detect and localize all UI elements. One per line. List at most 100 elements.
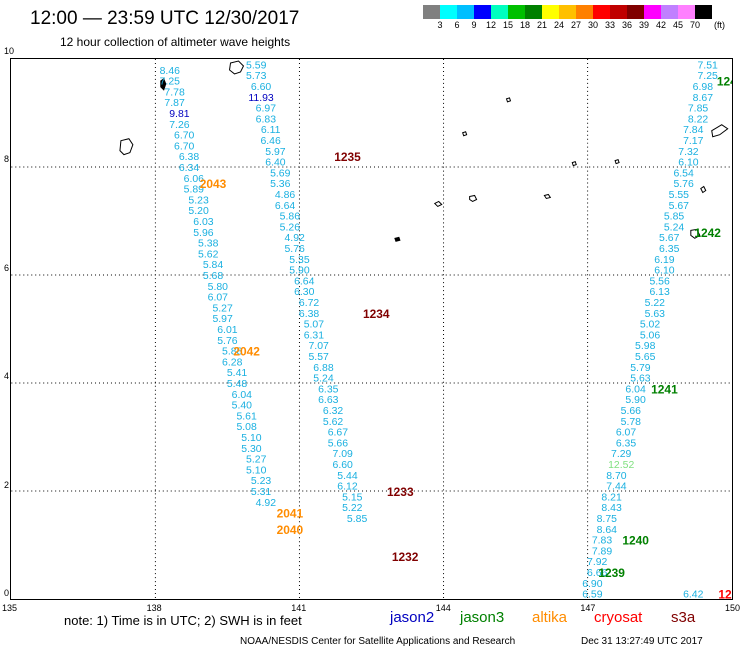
swh-value: 5.22 — [645, 298, 666, 309]
swh-value: 5.90 — [289, 266, 310, 277]
swh-value: 6.03 — [193, 217, 214, 228]
swh-value: 7.89 — [592, 546, 613, 557]
swh-value: 5.63 — [645, 309, 666, 320]
swh-value: 7.07 — [308, 341, 329, 352]
map-islands — [119, 60, 729, 242]
x-tick-label: 138 — [146, 603, 162, 613]
swh-value: 5.55 — [669, 190, 690, 201]
swh-value: 5.35 — [289, 255, 310, 266]
swh-value: 5.97 — [212, 314, 233, 325]
island — [690, 228, 701, 239]
swh-value: 6.10 — [678, 158, 699, 169]
swh-value: 5.06 — [640, 330, 661, 341]
color-swatch — [542, 5, 559, 19]
swh-value: 5.96 — [193, 228, 214, 239]
swh-value: 6.64 — [294, 276, 315, 287]
swh-value: 5.27 — [246, 455, 267, 466]
island — [469, 194, 478, 203]
color-swatch — [491, 5, 508, 19]
pass-label: 1235 — [334, 150, 361, 164]
color-scale-label: 24 — [553, 20, 565, 30]
color-scale-label: 33 — [604, 20, 616, 30]
swh-value: 6.01 — [217, 325, 238, 336]
y-tick-label: 6 — [4, 262, 10, 273]
swh-values: 8.467.257.787.879.817.266.706.706.386.34… — [160, 60, 718, 600]
color-swatch — [593, 5, 610, 19]
swh-value: 5.76 — [284, 244, 305, 255]
swh-value: 6.38 — [299, 309, 320, 320]
swh-value: 7.78 — [164, 87, 185, 98]
swh-value: 5.85 — [664, 212, 685, 223]
pass-label: 2042 — [233, 345, 260, 359]
x-tick-label: 150 — [725, 603, 740, 613]
pass-label: 1241 — [651, 382, 678, 396]
swh-value: 5.97 — [265, 147, 286, 158]
swh-value: 6.06 — [184, 174, 205, 185]
island — [394, 236, 401, 242]
swh-value: 5.24 — [664, 222, 685, 233]
swh-value: 5.30 — [241, 444, 262, 455]
swh-value: 6.12 — [337, 482, 358, 493]
swh-value: 6.13 — [649, 287, 670, 298]
color-swatch — [661, 5, 678, 19]
swh-value: 5.20 — [188, 206, 209, 217]
page-title: 12:00 — 23:59 UTC 12/30/2017 — [30, 8, 300, 29]
color-scale-label: 70 — [689, 20, 701, 30]
satellite-cryosat: cryosat — [594, 609, 643, 626]
swh-value: 6.66 — [587, 568, 608, 579]
swh-value: 6.32 — [323, 406, 344, 417]
y-tick-label: 8 — [4, 154, 10, 165]
swh-value: 7.51 — [697, 60, 718, 71]
swh-value: 5.66 — [328, 438, 349, 449]
swh-value: 7.87 — [164, 98, 185, 109]
swh-value: 7.25 — [697, 71, 718, 82]
swh-value: 5.10 — [246, 465, 267, 476]
satellite-s3a: s3a — [671, 609, 696, 626]
island — [119, 138, 134, 156]
color-swatch — [508, 5, 525, 19]
swh-value: 6.19 — [654, 255, 675, 266]
swh-value: 6.04 — [625, 384, 646, 395]
satellite-jason2: jason2 — [390, 609, 435, 626]
island — [505, 97, 512, 103]
swh-value: 7.92 — [587, 557, 608, 568]
color-swatch — [644, 5, 661, 19]
swh-value: 5.44 — [337, 471, 358, 482]
swh-value: 5.63 — [630, 374, 651, 385]
swh-value: 8.64 — [597, 525, 618, 536]
y-tick-label: 2 — [4, 479, 10, 490]
footer-timestamp: Dec 31 13:27:49 UTC 2017 — [581, 636, 703, 647]
pass-label: 1240 — [622, 534, 649, 548]
swh-value: 6.70 — [174, 141, 195, 152]
swh-value: 6.83 — [256, 114, 277, 125]
swh-value: 5.67 — [669, 201, 690, 212]
wave-height-map: 8.467.257.787.879.817.266.706.706.386.34… — [10, 58, 733, 600]
island — [614, 158, 620, 165]
swh-value: 6.40 — [265, 158, 286, 169]
swh-value: 7.09 — [333, 449, 354, 460]
island — [462, 131, 468, 137]
swh-value: 6.35 — [616, 438, 637, 449]
swh-value: 5.67 — [659, 233, 680, 244]
island — [700, 185, 707, 194]
swh-value: 5.26 — [280, 222, 301, 233]
color-swatch — [457, 5, 474, 19]
swh-value: 6.59 — [582, 590, 603, 600]
swh-value: 6.07 — [208, 293, 229, 304]
swh-value: 8.22 — [688, 114, 709, 125]
swh-value: 5.23 — [188, 195, 209, 206]
swh-value: 5.76 — [673, 179, 694, 190]
swh-value: 4.92 — [256, 498, 277, 509]
swh-value: 5.79 — [630, 363, 651, 374]
map-grid — [11, 59, 732, 599]
swh-value: 12.52 — [608, 460, 634, 471]
swh-value: 5.36 — [270, 179, 291, 190]
pass-label: 1234 — [363, 307, 390, 321]
color-swatch — [576, 5, 593, 19]
swh-value: 6.97 — [256, 104, 277, 115]
swh-value: 7.32 — [678, 147, 699, 158]
swh-value: 7.84 — [683, 125, 704, 136]
swh-value: 5.73 — [246, 71, 267, 82]
x-tick-label: 141 — [291, 603, 307, 613]
